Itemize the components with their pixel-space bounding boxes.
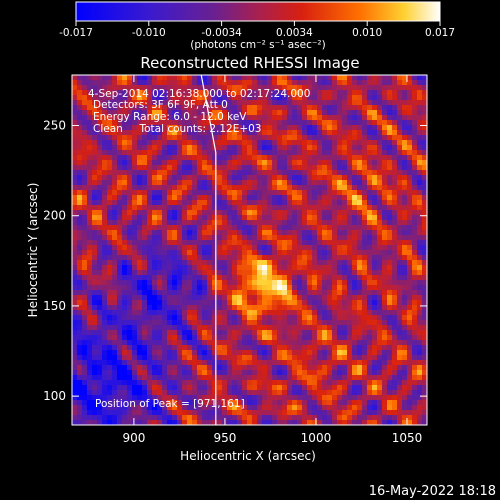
colorbar-tick-label: 0.0034 xyxy=(276,27,313,39)
x-axis-label: Heliocentric X (arcsec) xyxy=(180,449,316,463)
colorbar-unit-label: (photons cm⁻² s⁻¹ asec⁻²) xyxy=(190,39,325,51)
colorbar-frame xyxy=(75,1,441,22)
y-tick-label: 150 xyxy=(43,299,66,313)
colorbar-gradient xyxy=(76,2,440,21)
plot-frame xyxy=(71,74,428,426)
x-tick-label: 1050 xyxy=(392,431,423,445)
annotation-counts: Clean Total counts: 2.12E+03 xyxy=(93,123,262,135)
colorbar-tick-label: 0.010 xyxy=(352,27,382,39)
y-tick-label: 250 xyxy=(43,119,66,133)
annotation-energy: Energy Range: 6.0 - 12.0 keV xyxy=(93,111,247,123)
solar-limb-line xyxy=(200,75,217,425)
colorbar-tick-label: -0.010 xyxy=(132,27,166,39)
peak-position-label: Position of Peak = [971,161] xyxy=(95,398,245,410)
x-tick-label: 950 xyxy=(213,431,236,445)
y-tick-label: 100 xyxy=(43,389,66,403)
colorbar-tick-label: -0.017 xyxy=(59,27,93,39)
annotation-detectors: Detectors: 3F 6F 9F, Att 0 xyxy=(93,99,228,111)
footer-date: 16-May-2022 18:18 xyxy=(369,484,496,499)
colorbar: -0.017 -0.010 -0.0034 0.0034 0.010 0.017 (pho… xyxy=(59,1,455,51)
y-tick-label: 200 xyxy=(43,209,66,223)
annotation-block: 4-Sep-2014 02:16:38.000 to 02:17:24.000 … xyxy=(88,88,310,135)
annotation-time: 4-Sep-2014 02:16:38.000 to 02:17:24.000 xyxy=(88,88,310,100)
chart-title: Reconstructed RHESSI Image xyxy=(140,54,359,72)
heatmap-image xyxy=(72,75,427,425)
x-tick-label: 900 xyxy=(122,431,145,445)
colorbar-tick-label: 0.017 xyxy=(425,27,455,39)
colorbar-tick-label: -0.0034 xyxy=(201,27,242,39)
x-tick-label: 1000 xyxy=(301,431,332,445)
y-axis-label: Heliocentric Y (arcsec) xyxy=(26,183,40,318)
plot-area: 900 950 1000 1050 100 150 200 250 4-Sep-2014 02… xyxy=(43,74,428,445)
